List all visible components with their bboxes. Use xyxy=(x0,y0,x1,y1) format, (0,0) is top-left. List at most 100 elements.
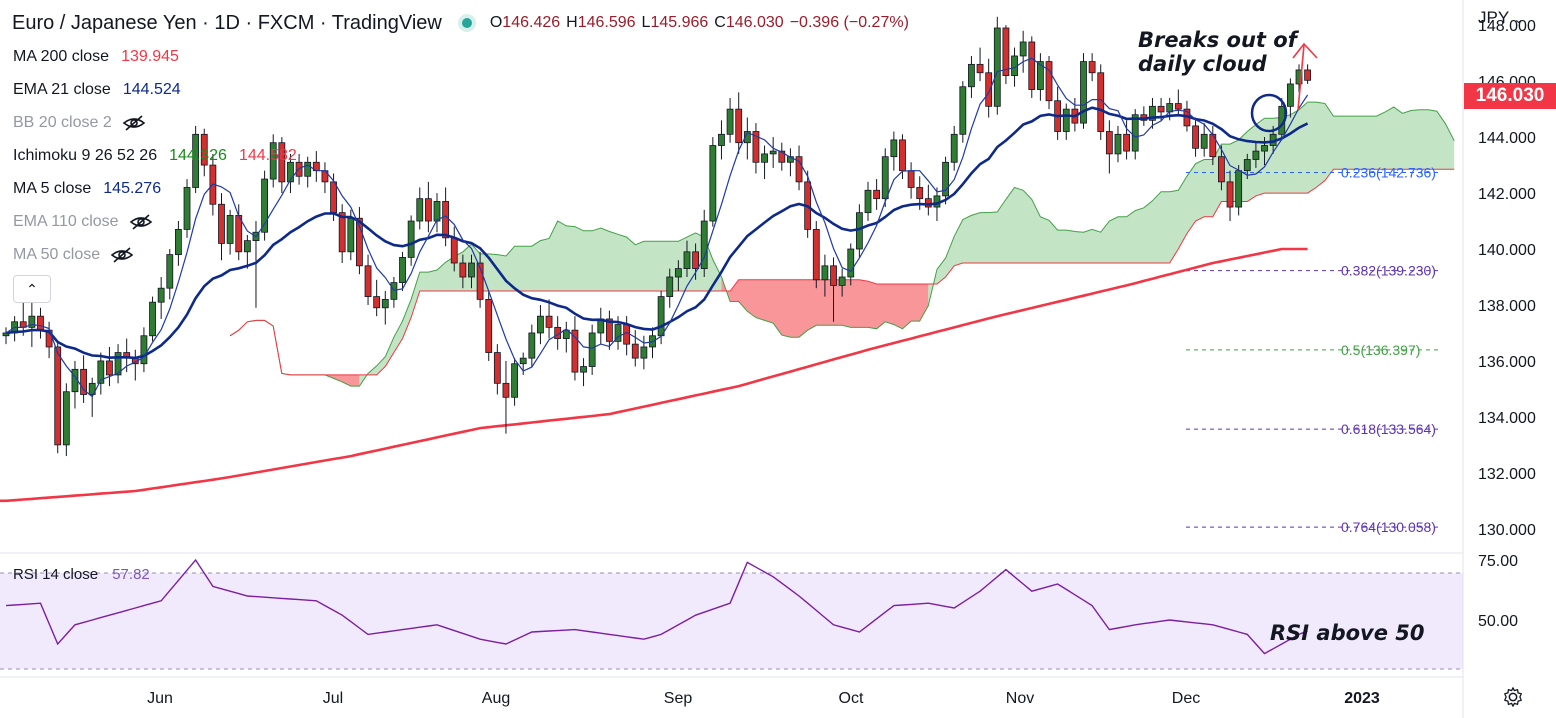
candle[interactable] xyxy=(502,360,510,434)
candle[interactable] xyxy=(493,344,501,395)
candle[interactable] xyxy=(304,156,312,188)
candle[interactable] xyxy=(1019,30,1027,73)
candle[interactable] xyxy=(562,321,570,353)
candle[interactable] xyxy=(1105,120,1113,174)
candle[interactable] xyxy=(968,55,975,98)
candle[interactable] xyxy=(580,358,587,387)
candle[interactable] xyxy=(743,117,751,160)
candle[interactable] xyxy=(631,330,639,367)
gear-icon[interactable] xyxy=(1502,686,1524,708)
legend-ma50[interactable]: MA 50 close xyxy=(13,244,134,266)
candle[interactable] xyxy=(640,335,648,370)
candle[interactable] xyxy=(1002,25,1010,84)
hidden-eye-icon[interactable] xyxy=(110,247,134,263)
time-axis[interactable]: Jun Jul Aug Sep Oct Nov Dec 2023 xyxy=(147,690,1380,707)
legend-ichimoku[interactable]: Ichimoku 9 26 52 26 144.326 144.582 xyxy=(13,145,297,167)
symbol-title[interactable]: Euro / Japanese Yen · 1D · FXCM · Tradin… xyxy=(12,11,442,34)
candle[interactable] xyxy=(106,346,113,387)
candle[interactable] xyxy=(700,209,708,277)
candle[interactable] xyxy=(269,134,277,188)
candle[interactable] xyxy=(278,137,286,194)
candle[interactable] xyxy=(1286,78,1294,118)
candle[interactable] xyxy=(338,204,346,264)
candle[interactable] xyxy=(830,257,837,322)
candle[interactable] xyxy=(864,181,872,222)
candle[interactable] xyxy=(795,145,803,191)
candle[interactable] xyxy=(1037,53,1044,101)
price-axis[interactable]: 130.000 132.000 134.000 136.000 138.000 140.0… xyxy=(1478,18,1536,539)
candle[interactable] xyxy=(985,58,993,118)
candle[interactable] xyxy=(812,221,820,289)
candle[interactable] xyxy=(97,352,105,395)
candle[interactable] xyxy=(838,268,846,297)
candle[interactable] xyxy=(183,179,191,238)
candle[interactable] xyxy=(416,187,424,230)
candle[interactable] xyxy=(950,125,958,171)
candle[interactable] xyxy=(1028,36,1036,98)
candle[interactable] xyxy=(606,310,613,350)
candle[interactable] xyxy=(942,156,949,205)
candle[interactable] xyxy=(873,179,881,210)
candle[interactable] xyxy=(287,153,294,194)
legend-ema110[interactable]: EMA 110 close xyxy=(13,211,153,233)
candle[interactable] xyxy=(166,249,174,300)
candle[interactable] xyxy=(821,254,829,297)
candle[interactable] xyxy=(847,243,855,286)
candle[interactable] xyxy=(381,290,389,325)
candle[interactable] xyxy=(545,299,553,339)
candle[interactable] xyxy=(485,290,493,361)
legend-ema21[interactable]: EMA 21 close 144.524 xyxy=(13,79,181,101)
candle[interactable] xyxy=(192,125,200,194)
candle[interactable] xyxy=(778,142,786,171)
candle[interactable] xyxy=(218,193,225,261)
candle[interactable] xyxy=(54,341,62,454)
candle[interactable] xyxy=(1123,120,1130,160)
candle[interactable] xyxy=(140,327,148,373)
candle[interactable] xyxy=(468,254,475,289)
candle[interactable] xyxy=(149,296,156,342)
candle[interactable] xyxy=(1218,145,1225,191)
candle[interactable] xyxy=(261,170,269,241)
candle[interactable] xyxy=(399,251,406,291)
candle[interactable] xyxy=(459,254,467,289)
candle[interactable] xyxy=(1062,103,1070,140)
candle[interactable] xyxy=(726,97,734,143)
candle[interactable] xyxy=(881,148,889,208)
candle[interactable] xyxy=(200,128,208,177)
candle[interactable] xyxy=(62,383,70,457)
collapse-legend-button[interactable]: ⌃ xyxy=(13,275,51,303)
candle[interactable] xyxy=(571,316,579,381)
candle[interactable] xyxy=(1200,123,1208,157)
candle[interactable] xyxy=(528,324,536,367)
candle[interactable] xyxy=(890,131,898,171)
candle[interactable] xyxy=(752,123,760,174)
candle[interactable] xyxy=(407,215,415,266)
candle[interactable] xyxy=(1192,117,1199,157)
candle[interactable] xyxy=(157,277,165,319)
candle[interactable] xyxy=(1080,53,1087,129)
candle[interactable] xyxy=(674,260,682,291)
candle[interactable] xyxy=(769,137,777,168)
candle[interactable] xyxy=(226,209,234,255)
rsi-axis[interactable]: 75.00 50.00 xyxy=(1478,553,1518,630)
candle[interactable] xyxy=(364,254,372,305)
hidden-eye-icon[interactable] xyxy=(122,115,146,131)
candle[interactable] xyxy=(1252,142,1260,168)
candle[interactable] xyxy=(692,243,699,280)
candle[interactable] xyxy=(1149,97,1156,129)
candle[interactable] xyxy=(243,235,251,269)
candle[interactable] xyxy=(1114,125,1122,163)
candle[interactable] xyxy=(761,145,768,180)
candle[interactable] xyxy=(1295,64,1303,93)
legend-bb20[interactable]: BB 20 close 2 xyxy=(13,112,146,134)
candle[interactable] xyxy=(993,16,1001,115)
candle[interactable] xyxy=(666,268,674,308)
candle[interactable] xyxy=(718,120,725,160)
candle[interactable] xyxy=(356,207,363,275)
candle[interactable] xyxy=(976,47,984,82)
candle[interactable] xyxy=(511,358,518,406)
candle[interactable] xyxy=(1045,55,1053,110)
candle[interactable] xyxy=(174,221,182,266)
candle[interactable] xyxy=(373,279,381,317)
